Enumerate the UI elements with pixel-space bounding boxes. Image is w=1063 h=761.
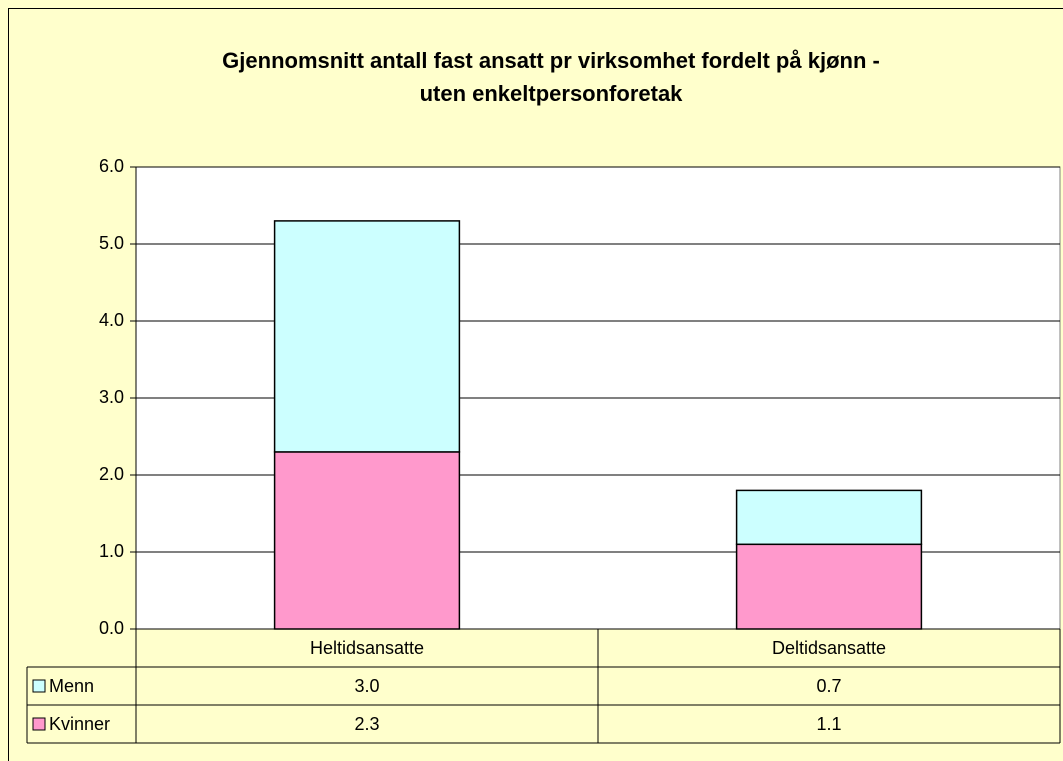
legend-swatch (32, 717, 46, 731)
y-tick-label: 5.0 (99, 233, 124, 253)
legend-label: Menn (49, 676, 94, 696)
x-tick-label: Deltidsansatte (772, 638, 886, 658)
y-tick-label: 0.0 (99, 618, 124, 638)
bar-segment (273, 451, 461, 630)
y-tick-label: 3.0 (99, 387, 124, 407)
x-tick-label: Heltidsansatte (310, 638, 424, 658)
y-tick-label: 4.0 (99, 310, 124, 330)
legend-label: Kvinner (49, 714, 110, 734)
bar-segment (273, 220, 461, 453)
bar-segment (735, 543, 923, 630)
table-value: 2.3 (354, 714, 379, 734)
y-tick-label: 2.0 (99, 464, 124, 484)
chart-title: uten enkeltpersonforetak (420, 81, 684, 106)
y-tick-label: 1.0 (99, 541, 124, 561)
bar-segment (735, 489, 923, 546)
table-value: 3.0 (354, 676, 379, 696)
y-tick-label: 6.0 (99, 156, 124, 176)
chart-title: Gjennomsnitt antall fast ansatt pr virks… (222, 48, 880, 73)
table-value: 0.7 (816, 676, 841, 696)
table-value: 1.1 (816, 714, 841, 734)
legend-swatch (32, 679, 46, 693)
